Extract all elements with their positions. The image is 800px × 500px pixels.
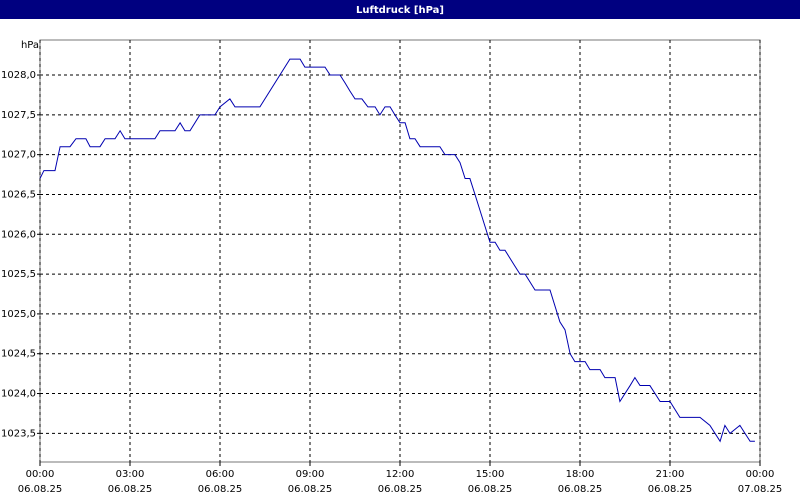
- y-tick-label: 1027,5: [1, 110, 36, 121]
- y-tick-label: 1028,0: [1, 70, 36, 81]
- y-tick-label: 1026,5: [1, 189, 36, 200]
- x-tick-label: 00:00: [26, 469, 55, 480]
- x-tick-date: 06.08.25: [198, 484, 243, 495]
- y-tick-label: 1025,5: [1, 269, 36, 280]
- x-tick-date: 06.08.25: [468, 484, 513, 495]
- y-tick-label: 1024,0: [1, 389, 36, 400]
- x-tick-label: 18:00: [566, 469, 595, 480]
- x-tick-date: 06.08.25: [648, 484, 693, 495]
- title-bar: [0, 0, 800, 19]
- y-tick-label: 1027,0: [1, 150, 36, 161]
- x-tick-label: 15:00: [476, 469, 505, 480]
- y-tick-label: 1023,5: [1, 428, 36, 439]
- chart-title: Luftdruck [hPa]: [356, 5, 444, 16]
- x-tick-date: 06.08.25: [18, 484, 63, 495]
- x-tick-date: 06.08.25: [108, 484, 153, 495]
- y-tick-label: 1026,0: [1, 229, 36, 240]
- x-tick-date: 06.08.25: [378, 484, 423, 495]
- x-tick-label: 00:00: [746, 469, 775, 480]
- x-tick-label: 12:00: [386, 469, 415, 480]
- x-tick-label: 03:00: [116, 469, 145, 480]
- y-tick-label: 1024,5: [1, 349, 36, 360]
- data-line: [39, 58, 755, 443]
- x-tick-label: 21:00: [656, 469, 685, 480]
- x-tick-date: 06.08.25: [288, 484, 333, 495]
- y-tick-label: 1025,0: [1, 309, 36, 320]
- y-axis-label: hPa: [21, 40, 39, 51]
- x-tick-date: 06.08.25: [558, 484, 603, 495]
- x-tick-date: 07.08.25: [738, 484, 783, 495]
- x-tick-label: 09:00: [296, 469, 325, 480]
- x-tick-label: 06:00: [206, 469, 235, 480]
